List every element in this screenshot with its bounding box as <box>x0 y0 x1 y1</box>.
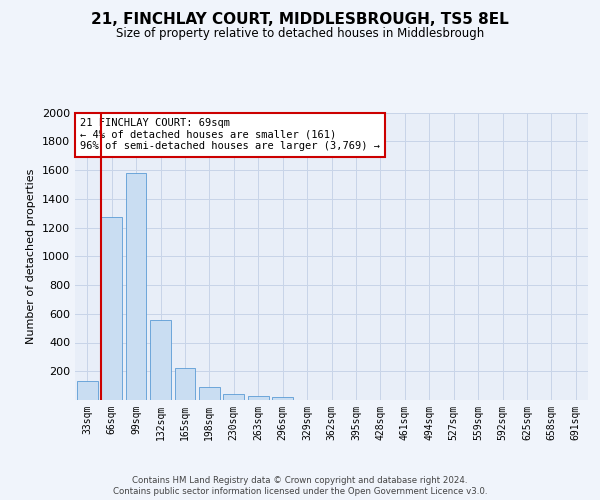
Bar <box>101 218 122 400</box>
Bar <box>77 382 98 400</box>
Text: Size of property relative to detached houses in Middlesbrough: Size of property relative to detached ho… <box>116 28 484 40</box>
Bar <box>199 387 220 400</box>
Bar <box>248 396 269 400</box>
Bar <box>272 397 293 400</box>
Text: Contains HM Land Registry data © Crown copyright and database right 2024.: Contains HM Land Registry data © Crown c… <box>132 476 468 485</box>
Y-axis label: Number of detached properties: Number of detached properties <box>26 168 37 344</box>
Bar <box>150 320 171 400</box>
Bar <box>125 173 146 400</box>
Text: 21 FINCHLAY COURT: 69sqm
← 4% of detached houses are smaller (161)
96% of semi-d: 21 FINCHLAY COURT: 69sqm ← 4% of detache… <box>80 118 380 152</box>
Text: 21, FINCHLAY COURT, MIDDLESBROUGH, TS5 8EL: 21, FINCHLAY COURT, MIDDLESBROUGH, TS5 8… <box>91 12 509 28</box>
Bar <box>223 394 244 400</box>
Text: Contains public sector information licensed under the Open Government Licence v3: Contains public sector information licen… <box>113 487 487 496</box>
Bar <box>175 368 196 400</box>
